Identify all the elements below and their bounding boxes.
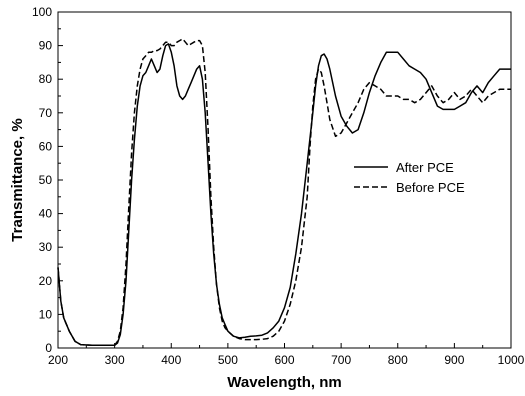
- legend-label: Before PCE: [396, 180, 465, 195]
- x-tick-label: 800: [388, 353, 408, 367]
- x-tick-label: 700: [331, 353, 351, 367]
- y-tick-label: 20: [39, 274, 53, 288]
- x-tick-label: 200: [48, 353, 68, 367]
- y-tick-label: 0: [45, 341, 52, 355]
- y-tick-label: 30: [39, 240, 53, 254]
- y-tick-label: 60: [39, 139, 53, 153]
- x-tick-label: 300: [105, 353, 125, 367]
- y-tick-label: 100: [32, 5, 52, 19]
- legend-label: After PCE: [396, 160, 454, 175]
- legend: After PCE Before PCE: [354, 160, 465, 195]
- x-tick-label: 1000: [498, 353, 525, 367]
- series-line-before-pce: [57, 38, 511, 347]
- series-line-after-pce: [57, 43, 511, 347]
- x-tick-label: 400: [161, 353, 181, 367]
- x-tick-label: 500: [218, 353, 238, 367]
- y-tick-label: 10: [39, 307, 53, 321]
- x-tick-label: 900: [444, 353, 464, 367]
- plot-lines: [57, 38, 511, 347]
- y-tick-label: 80: [39, 72, 53, 86]
- axis-ticks: [57, 11, 512, 349]
- y-axis-title: Transmittance, %: [9, 118, 26, 241]
- x-axis-title: Wavelength, nm: [227, 374, 341, 391]
- y-tick-label: 40: [39, 207, 53, 221]
- x-tick-label: 600: [274, 353, 294, 367]
- tick-labels: 200 300 400 500 600 700 800 900 1000 0 10 20 30 40 50 6…: [32, 5, 525, 367]
- y-tick-label: 50: [39, 173, 53, 187]
- y-tick-label: 90: [39, 39, 53, 53]
- y-tick-label: 70: [39, 106, 53, 120]
